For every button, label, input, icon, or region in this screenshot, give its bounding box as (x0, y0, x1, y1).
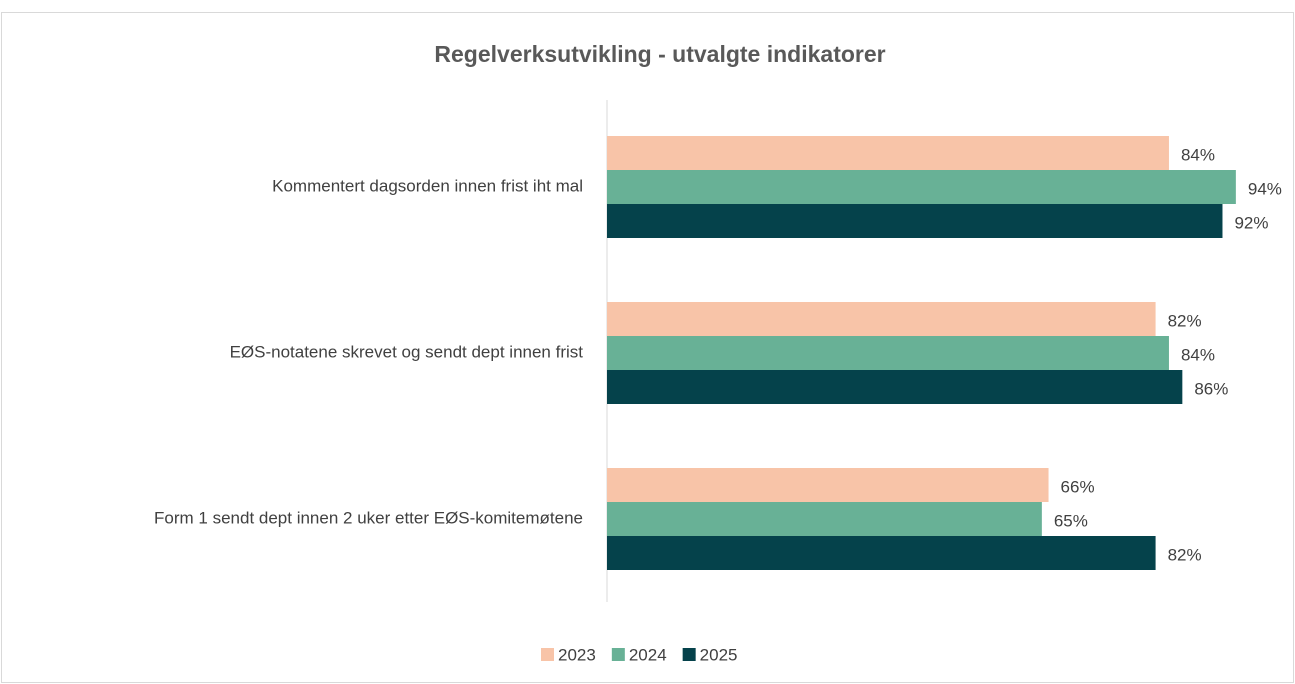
data-label: 82% (1168, 545, 1202, 564)
bar (607, 468, 1049, 502)
legend-label: 2025 (700, 645, 738, 664)
bar (607, 170, 1236, 204)
legend-label: 2023 (558, 645, 596, 664)
bar (607, 136, 1169, 170)
bar (607, 336, 1169, 370)
legend-label: 2024 (629, 645, 667, 664)
legend-swatch (541, 648, 554, 661)
data-label: 86% (1194, 379, 1228, 398)
bar (607, 536, 1156, 570)
bar (607, 502, 1042, 536)
data-label: 84% (1181, 345, 1215, 364)
data-label: 82% (1168, 311, 1202, 330)
bar (607, 204, 1223, 238)
data-label: 65% (1054, 511, 1088, 530)
chart-title: Regelverksutvikling - utvalgte indikator… (434, 41, 885, 67)
category-label: Form 1 sendt dept innen 2 uker etter EØS… (154, 508, 583, 527)
category-label: EØS-notatene skrevet og sendt dept innen… (230, 342, 584, 361)
data-label: 92% (1234, 213, 1268, 232)
legend-swatch (611, 648, 625, 661)
data-label: 84% (1181, 145, 1215, 164)
legend-swatch (682, 648, 696, 661)
data-label: 66% (1061, 477, 1095, 496)
bar (607, 370, 1183, 404)
bar (607, 302, 1156, 336)
data-label: 94% (1248, 179, 1282, 198)
category-label: Kommentert dagsorden innen frist iht mal (272, 176, 583, 195)
